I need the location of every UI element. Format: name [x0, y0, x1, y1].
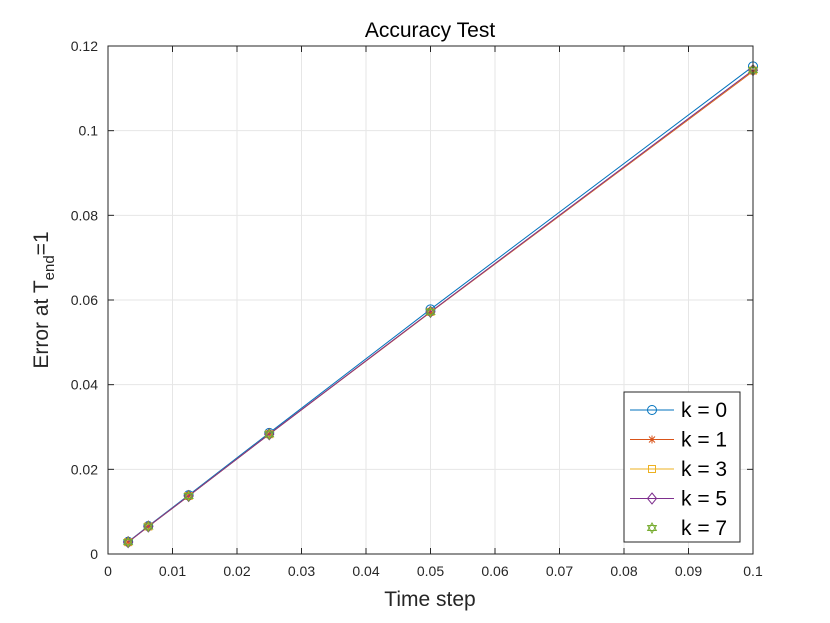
- legend-entry: k = 3: [630, 458, 727, 481]
- y-tick-label: 0.02: [71, 461, 98, 477]
- x-tick-label: 0.07: [546, 563, 573, 579]
- legend: k = 0 k = 1 k = 3 k = 5 k = 7: [623, 391, 741, 543]
- data-point: [144, 522, 153, 531]
- legend-entry: k = 5: [630, 488, 727, 511]
- data-point: [143, 520, 154, 533]
- y-tick-label: 0.12: [71, 38, 98, 54]
- legend-label: k = 5: [681, 488, 727, 511]
- y-tick-label: 0.08: [71, 207, 98, 223]
- plot-series: [122, 61, 759, 549]
- data-point: [426, 307, 435, 316]
- chart-title: Accuracy Test: [365, 19, 495, 42]
- x-axis-title: Time step: [384, 588, 475, 611]
- x-tick-label: 0.08: [610, 563, 637, 579]
- y-tick-label: 0: [90, 546, 98, 562]
- x-tick-label: 0.03: [288, 563, 315, 579]
- y-axis-title-prefix: Error at T: [30, 280, 53, 368]
- y-tick-label: 0.04: [71, 377, 98, 393]
- data-point: [183, 490, 194, 502]
- x-tick-label: 0.02: [223, 563, 250, 579]
- data-point: [425, 305, 436, 318]
- legend-marker: [646, 521, 658, 535]
- legend-label: k = 7: [681, 517, 727, 540]
- y-tick-label: 0.1: [79, 123, 99, 139]
- x-tick-label: 0.05: [417, 563, 444, 579]
- data-point: [122, 536, 134, 549]
- legend-entries: k = 0 k = 1 k = 3 k = 5 k = 7: [630, 399, 727, 540]
- y-axis-title-subscript: end: [41, 255, 58, 280]
- y-axis-title-suffix: =1: [30, 231, 53, 255]
- legend-marker: [648, 465, 656, 473]
- data-point: [124, 538, 133, 547]
- legend-marker: [648, 435, 656, 444]
- legend-label: k = 0: [681, 399, 727, 422]
- data-point: [264, 428, 275, 441]
- legend-label: k = 3: [681, 458, 727, 481]
- x-tick-label: 0.1: [743, 563, 763, 579]
- data-point: [265, 430, 274, 439]
- series-k-7: [122, 64, 759, 549]
- x-tick-label: 0.09: [675, 563, 702, 579]
- y-tick-label: 0.06: [71, 292, 98, 308]
- legend-label: k = 1: [681, 429, 727, 452]
- legend-marker: [647, 405, 657, 415]
- data-point: [184, 492, 193, 501]
- x-axis-ticks: 0 0.01 0.02 0.03 0.04 0.05 0.06 0.07 0.08 0.09 0.1: [104, 46, 763, 579]
- x-tick-label: 0: [104, 563, 112, 579]
- legend-entry: k = 7: [646, 517, 727, 540]
- y-axis-ticks: 0 0.02 0.04 0.06 0.08 0.1 0.12: [71, 38, 753, 562]
- legend-entry: k = 0: [630, 399, 727, 422]
- y-axis-title: Error at Tend=1: [30, 231, 58, 368]
- x-tick-label: 0.04: [352, 563, 379, 579]
- legend-marker: [646, 492, 658, 505]
- x-tick-label: 0.06: [481, 563, 508, 579]
- legend-entry: k = 1: [630, 429, 727, 452]
- data-point: [124, 538, 133, 547]
- x-tick-label: 0.01: [159, 563, 186, 579]
- legend-box: [623, 391, 741, 543]
